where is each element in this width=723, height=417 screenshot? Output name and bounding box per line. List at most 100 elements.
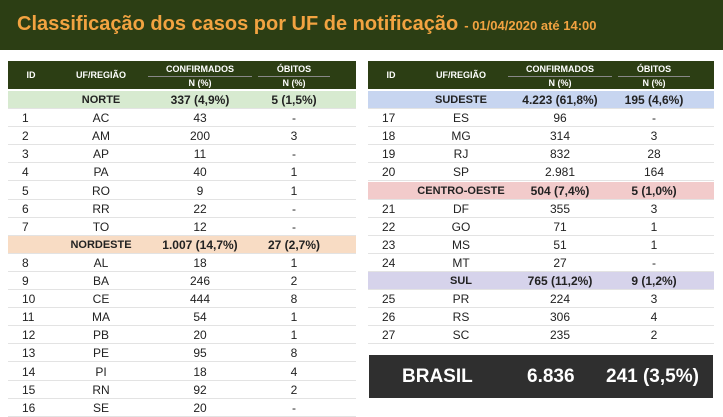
row-deaths: 1 (650, 237, 658, 252)
right-table: ID UF/REGIÃO CONFIRMADOS N (%) ÓBITOS N (%… (368, 58, 714, 398)
row-uf: SP (452, 165, 469, 180)
region-name: CENTRO-OESTE (417, 184, 505, 197)
row-confirmed: 235 (549, 328, 571, 343)
row-uf: PR (452, 292, 470, 307)
table-row: 15 RN 92 2 (8, 381, 356, 399)
row-uf: AL (93, 255, 109, 270)
row-id: 23 (382, 237, 396, 252)
row-uf: SE (92, 400, 109, 415)
row-id: 9 (22, 274, 29, 288)
row-id: 6 (22, 201, 29, 216)
row-id: 8 (22, 255, 29, 270)
row-confirmed: 246 (189, 274, 211, 288)
left-table: ID UF/REGIÃO CONFIRMADOS N (%) ÓBITOS N (%… (8, 58, 356, 417)
row-uf: CE (92, 292, 110, 307)
table-row: 7 TO 12 - (8, 218, 356, 236)
table-row: 24 MT 27 - (368, 254, 714, 272)
row-confirmed: 11 (193, 147, 207, 162)
row-deaths: - (652, 255, 656, 270)
row-confirmed: 355 (549, 201, 571, 216)
row-uf: AC (92, 111, 110, 126)
row-id: 21 (382, 201, 396, 216)
row-uf: RS (452, 310, 470, 325)
row-id: 1 (22, 111, 29, 126)
region-confirmed: 337 (4,9%) (170, 93, 230, 107)
row-id: 15 (22, 382, 36, 397)
row-confirmed: 20 (193, 328, 207, 343)
row-deaths: 4 (650, 310, 658, 325)
row-deaths: 2 (290, 382, 298, 397)
row-confirmed: 51 (553, 237, 567, 252)
region-deaths: 5 (1,0%) (631, 183, 677, 198)
region-confirmed: 504 (7,4%) (530, 183, 590, 198)
region-row: NORDESTE 1.007 (14,7%) 27 (2,7%) (8, 235, 356, 254)
row-uf: AP (92, 147, 109, 162)
total-label: BRASIL (402, 366, 473, 387)
table-row: 12 PB 20 1 (8, 326, 356, 345)
col-id: ID (386, 70, 396, 80)
row-id: 17 (382, 111, 396, 126)
table-row: 13 PE 95 8 (8, 344, 356, 363)
table-row: 21 DF 355 3 (368, 200, 714, 218)
row-deaths: - (652, 111, 656, 126)
row-confirmed: 18 (193, 255, 207, 270)
table-row: 6 RR 22 - (8, 200, 356, 218)
col-deaths: ÓBITOS N (%) (258, 61, 330, 89)
row-id: 2 (22, 129, 29, 144)
brasil-total: BRASIL 6.836 241 (3,5%) (369, 355, 713, 398)
table-row: 14 PI 18 4 (8, 363, 356, 381)
table-row: 17 ES 96 - (368, 109, 714, 128)
table-row: 4 PA 40 1 (8, 163, 356, 182)
row-uf: TO (92, 219, 110, 234)
row-confirmed: 12 (193, 219, 207, 234)
table-row: 10 CE 444 8 (8, 290, 356, 309)
row-id: 22 (382, 219, 396, 234)
table-row: 26 RS 306 4 (368, 308, 714, 327)
row-deaths: 3 (650, 129, 658, 144)
table-row: 5 RO 9 1 (8, 182, 356, 200)
region-confirmed: 765 (11,2%) (527, 274, 593, 288)
row-confirmed: 200 (189, 129, 211, 144)
total-deaths: 241 (3,5%) (606, 366, 699, 387)
row-confirmed: 54 (193, 310, 207, 325)
col-deaths: ÓBITOS N (%) (618, 61, 690, 89)
row-id: 16 (22, 400, 36, 415)
title-text: Classificação dos casos por UF de notifi… (17, 13, 459, 35)
row-deaths: 2 (290, 274, 298, 288)
table-row: 27 SC 235 2 (368, 326, 714, 345)
row-deaths: 164 (643, 165, 665, 180)
row-confirmed: 306 (549, 310, 571, 325)
row-deaths: - (292, 147, 296, 162)
row-deaths: - (292, 111, 296, 126)
row-confirmed: 20 (193, 400, 207, 415)
row-uf: RN (92, 382, 110, 397)
row-uf: PB (92, 328, 109, 343)
region-confirmed: 1.007 (14,7%) (162, 237, 238, 252)
row-uf: RR (92, 201, 110, 216)
col-region: UF/REGIÃO (435, 70, 486, 80)
row-id: 13 (22, 346, 36, 361)
row-confirmed: 314 (549, 129, 571, 144)
row-uf: DF (453, 201, 469, 216)
table-row: 16 SE 20 - (8, 399, 356, 417)
row-uf: RJ (453, 147, 469, 162)
row-confirmed: 95 (193, 346, 207, 361)
region-confirmed: 4.223 (61,8%) (522, 93, 598, 107)
row-deaths: 1 (290, 328, 298, 343)
table-header: ID UF/REGIÃO CONFIRMADOS N (%) ÓBITOS N (%… (368, 61, 714, 89)
row-deaths: 8 (290, 292, 298, 307)
row-confirmed: 92 (193, 382, 207, 397)
col-confirmed: CONFIRMADOS N (%) (148, 61, 252, 89)
table-row: 19 RJ 832 28 (368, 145, 714, 164)
row-confirmed: 43 (193, 111, 207, 126)
row-uf: PA (93, 165, 109, 180)
row-id: 3 (22, 147, 29, 162)
row-deaths: - (292, 219, 296, 234)
row-uf: AM (92, 129, 110, 144)
table-row: 18 MG 314 3 (368, 127, 714, 146)
row-confirmed: 18 (193, 364, 207, 379)
row-deaths: 4 (290, 364, 298, 379)
row-confirmed: 9 (196, 183, 204, 198)
region-deaths: 27 (2,7%) (267, 237, 321, 252)
row-deaths: 1 (650, 219, 658, 234)
